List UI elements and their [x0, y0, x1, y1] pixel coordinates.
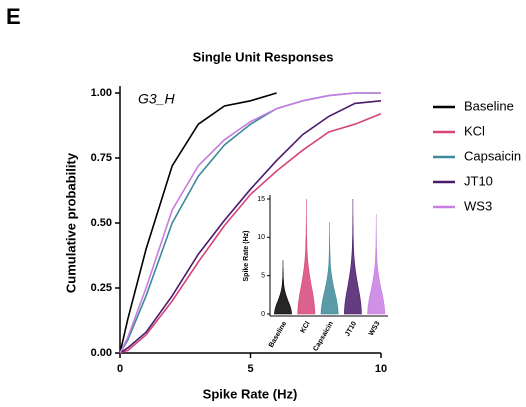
y-axis-label: Cumulative probability — [63, 152, 78, 293]
inset-y-tick-label: 0 — [261, 311, 265, 318]
y-tick-label: 0.75 — [91, 152, 112, 164]
legend-label: Capsaicin — [464, 148, 521, 163]
cdf-line — [119, 92, 381, 354]
violin — [297, 199, 316, 315]
x-tick-label: 0 — [117, 363, 123, 375]
x-tick-label: 5 — [247, 363, 253, 375]
legend-label: WS3 — [464, 198, 492, 213]
inset-x-tick-label: Capsaicin — [312, 320, 335, 352]
inset-x-tick-label: Baseline — [268, 320, 289, 349]
legend-label: JT10 — [464, 173, 493, 188]
legend-label: Baseline — [464, 98, 514, 113]
cdf-line — [119, 113, 382, 354]
violin — [274, 260, 292, 315]
annotation: G3_H — [138, 91, 175, 107]
legend-label: KCl — [464, 123, 485, 138]
inset-y-tick-label: 15 — [257, 196, 265, 203]
violin — [320, 222, 339, 315]
x-axis-label: Spike Rate (Hz) — [203, 386, 298, 401]
cdf-line — [119, 100, 382, 354]
x-tick-label: 10 — [375, 363, 387, 375]
y-tick-label: 1.00 — [91, 87, 112, 99]
inset-x-tick-label: WS3 — [368, 320, 382, 337]
y-tick-label: 0.00 — [91, 347, 112, 359]
violin — [343, 199, 362, 315]
inset-x-tick-label: KCl — [300, 320, 312, 334]
violin — [367, 214, 386, 315]
inset-y-tick-label: 5 — [261, 273, 265, 280]
y-tick-label: 0.50 — [91, 217, 112, 229]
inset-y-label: Spike Rate (Hz) — [243, 231, 250, 282]
cdf-line — [119, 92, 277, 354]
inset-x-tick-label: JT10 — [344, 320, 358, 337]
chart-title: Single Unit Responses — [193, 49, 334, 64]
panel-label: E — [6, 4, 21, 29]
inset-y-tick-label: 10 — [257, 234, 265, 241]
y-tick-label: 0.25 — [91, 282, 112, 294]
